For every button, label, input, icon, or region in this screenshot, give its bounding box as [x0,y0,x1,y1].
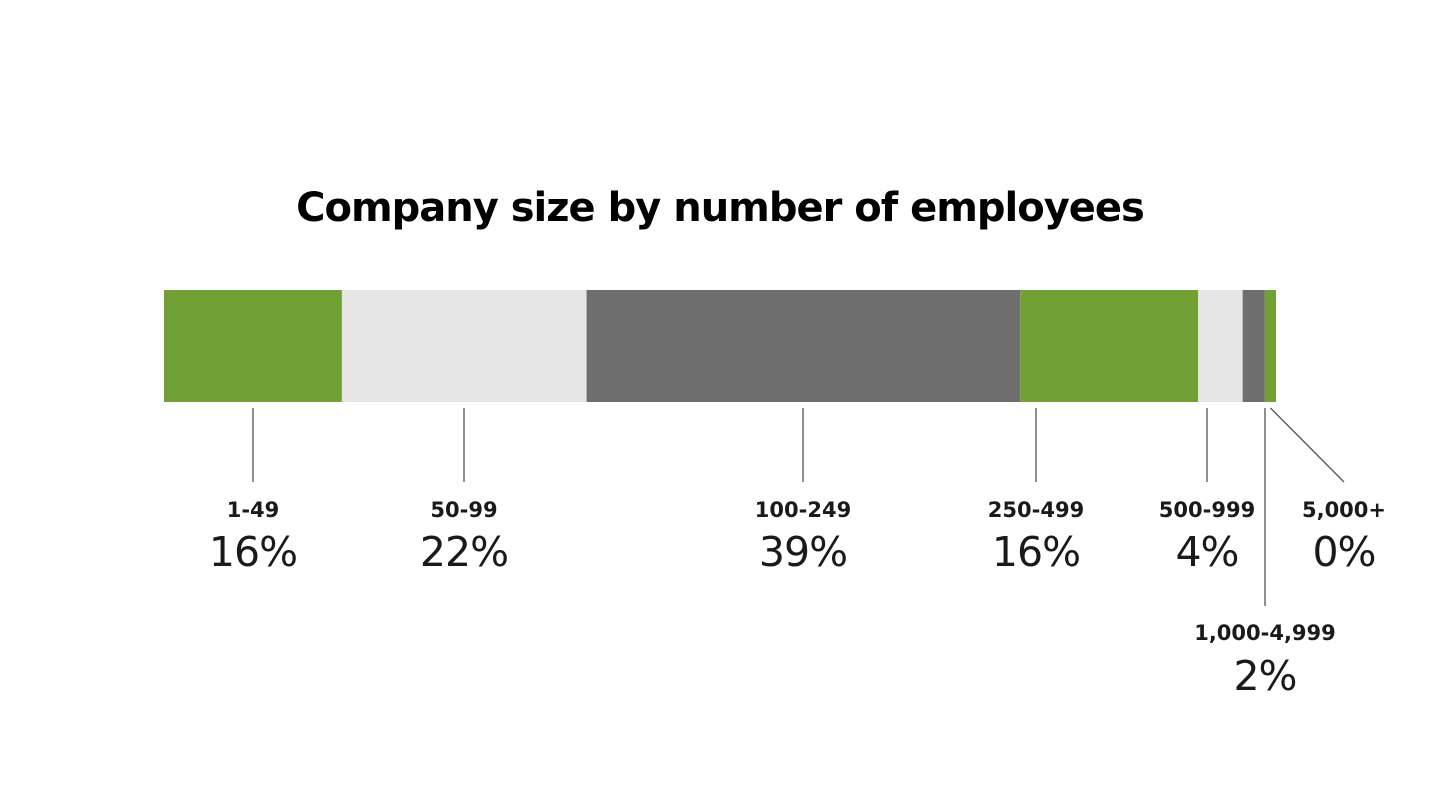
bar-segment-500-999 [1198,290,1243,402]
bar-segment-250-499 [1020,290,1199,402]
value-label-50-99: 22% [420,528,508,576]
value-label-5-000: 0% [1312,528,1375,576]
value-label-1-49: 16% [209,528,297,576]
segment-labels: 1-49 16% 50-99 22% 100-249 39% 250-499 16% 500-9… [209,498,1386,700]
category-label-250-499: 250-499 [988,498,1084,522]
leader-lines [252,407,1345,606]
category-label-1-000-4-999: 1,000-4,999 [1194,621,1336,645]
category-label-500-999: 500-999 [1159,498,1255,522]
bar-segment-1-49 [164,290,342,402]
value-label-250-499: 16% [992,528,1080,576]
bar-segment-1-000-4-999 [1242,290,1265,402]
category-label-5-000: 5,000+ [1302,498,1386,522]
category-label-1-49: 1-49 [227,498,280,522]
category-label-50-99: 50-99 [430,498,497,522]
bar-segment-5-000 [1264,290,1276,402]
category-label-100-249: 100-249 [755,498,851,522]
leader-line-5-000 [1269,407,1345,483]
value-label-500-999: 4% [1175,528,1238,576]
value-label-1-000-4-999: 2% [1233,652,1296,700]
bar-segment-50-99 [341,290,587,402]
bar-segment-100-249 [586,290,1021,402]
chart-title: Company size by number of employees [296,185,1145,231]
value-label-100-249: 39% [759,528,847,576]
bar-segments [164,290,1276,402]
